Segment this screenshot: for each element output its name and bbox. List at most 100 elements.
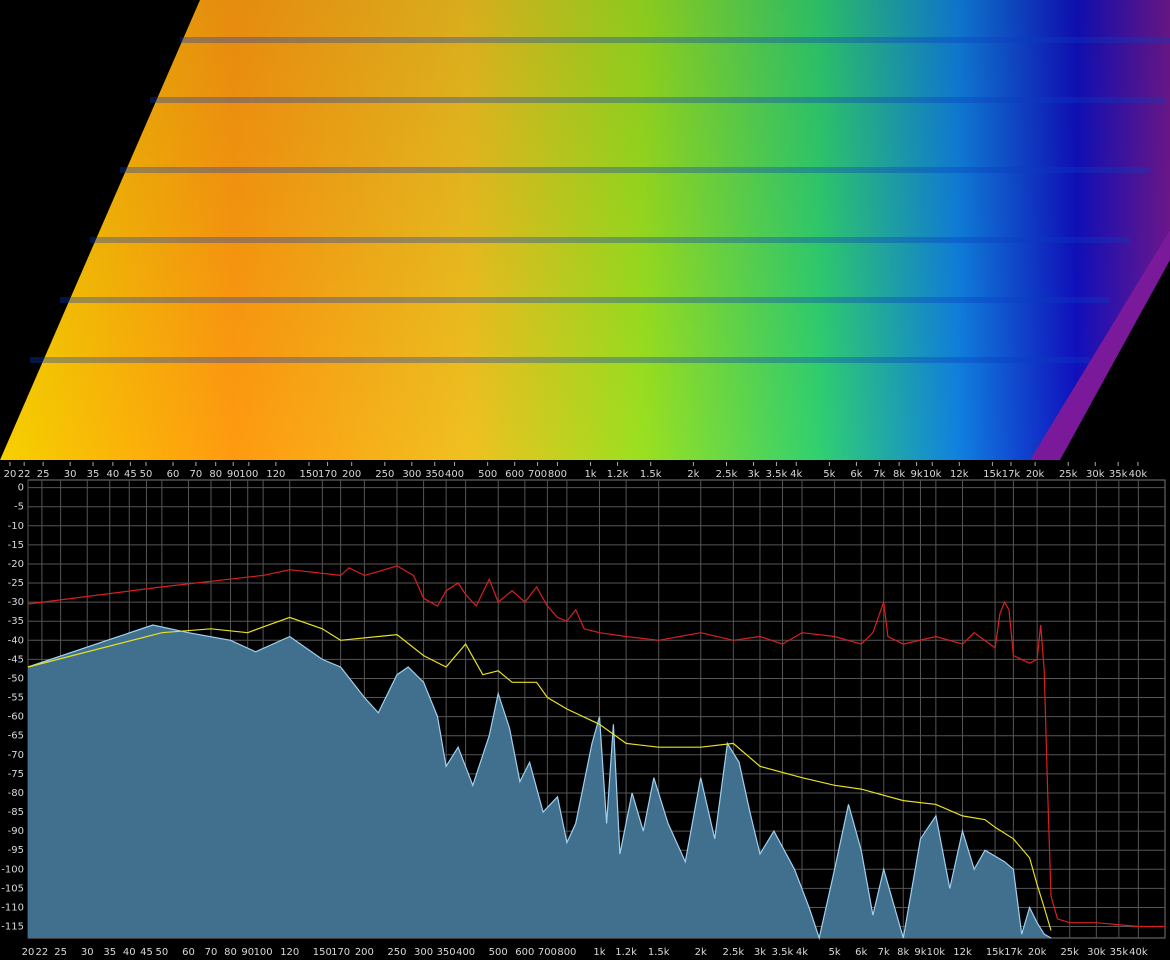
x-tick-label: 1.2k (607, 469, 629, 480)
x-tick-label: 30 (81, 947, 94, 958)
x-tick-label: 600 (515, 947, 534, 958)
x-tick-label: 20 (22, 947, 35, 958)
y-tick-label: -35 (8, 616, 24, 627)
x-tick-label: 800 (548, 469, 567, 480)
x-tick-label: 250 (387, 947, 406, 958)
x-tick-label: 25k (1060, 947, 1079, 958)
x-tick-label: 25 (54, 947, 67, 958)
x-tick-label: 40k (1129, 947, 1148, 958)
x-tick-label: 700 (538, 947, 557, 958)
x-tick-label: 60 (167, 469, 180, 480)
x-tick-label: 3.5k (766, 469, 788, 480)
x-tick-label: 3k (754, 947, 766, 958)
x-tick-label: 80 (209, 469, 222, 480)
x-tick-label: 5k (829, 947, 841, 958)
x-tick-label: 3.5k (772, 947, 794, 958)
x-tick-label: 9k (914, 947, 926, 958)
x-tick-label: 90 (227, 469, 240, 480)
x-tick-label: 100 (239, 469, 258, 480)
x-tick-label: 15k (983, 469, 1002, 480)
x-tick-label: 9k (911, 469, 923, 480)
x-tick-label: 17k (1004, 947, 1023, 958)
x-tick-label: 12k (950, 469, 969, 480)
y-tick-label: -75 (8, 769, 24, 780)
x-tick-label: 20 (4, 469, 17, 480)
x-tick-label: 7k (878, 947, 890, 958)
top-axis-strip (0, 462, 1170, 480)
axes: 20 22 25 30 35 40 45 50 60 70 80 90 100 120 150 170 200 2… (1, 483, 1148, 958)
x-tick-label: 35k (1110, 947, 1129, 958)
x-tick-label: 150 (313, 947, 332, 958)
spectrum-line (27, 616, 1052, 931)
y-tick-label: -45 (8, 654, 24, 665)
x-tick-label: 12k (953, 947, 972, 958)
x-tick-label: 400 (445, 469, 464, 480)
x-tick-label: 2k (695, 947, 707, 958)
x-tick-label: 35 (103, 947, 116, 958)
x-tick-label: 4k (790, 469, 802, 480)
x-tick-label: 350 (425, 469, 444, 480)
x-tick-label: 45 (124, 469, 137, 480)
x-tick-label: 6k (855, 947, 867, 958)
x-tick-label: 100 (254, 947, 273, 958)
y-tick-label: -10 (8, 521, 24, 532)
x-tick-label: 170 (318, 469, 337, 480)
x-tick-label: 30k (1087, 947, 1106, 958)
x-tick-label: 120 (266, 469, 285, 480)
x-tick-label: 22 (36, 947, 49, 958)
y-tick-label: -55 (8, 693, 24, 704)
y-tick-label: -30 (8, 597, 24, 608)
y-tick-label: -15 (8, 540, 24, 551)
x-tick-label: 200 (355, 947, 374, 958)
y-tick-label: -70 (8, 750, 24, 761)
y-tick-label: -85 (8, 807, 24, 818)
x-tick-label: 40 (106, 469, 119, 480)
x-tick-label: 25 (37, 469, 50, 480)
x-tick-label: 170 (331, 947, 350, 958)
x-tick-label: 2.5k (716, 469, 738, 480)
x-tick-label: 4k (796, 947, 808, 958)
x-tick-label: 40 (123, 947, 136, 958)
x-tick-label: 70 (190, 469, 203, 480)
x-tick-label: 35k (1109, 469, 1128, 480)
y-tick-label: -100 (1, 864, 24, 875)
x-tick-label: 22 (18, 469, 31, 480)
x-tick-label: 300 (402, 469, 421, 480)
top-x-axis: 20 22 25 30 35 40 45 50 60 70 80 90 100 120 150 170 200 2… (4, 462, 1148, 480)
x-tick-label: 20k (1026, 469, 1045, 480)
waterfall (0, 0, 1170, 460)
x-tick-label: 2.5k (722, 947, 744, 958)
x-tick-label: 6k (850, 469, 862, 480)
spectrum-area (28, 625, 1051, 938)
x-tick-label: 50 (140, 469, 153, 480)
x-tick-label: 30 (64, 469, 77, 480)
x-tick-label: 10k (927, 947, 946, 958)
x-tick-label: 5k (823, 469, 835, 480)
x-tick-label: 1k (593, 947, 605, 958)
x-tick-label: 45 (140, 947, 153, 958)
x-tick-label: 3k (747, 469, 759, 480)
x-tick-label: 15k (986, 947, 1005, 958)
x-tick-label: 2k (687, 469, 699, 480)
x-tick-label: 300 (414, 947, 433, 958)
x-tick-label: 40k (1129, 469, 1148, 480)
x-tick-label: 80 (224, 947, 237, 958)
y-tick-label: -90 (8, 826, 24, 837)
y-tick-label: -60 (8, 712, 24, 723)
y-tick-label: -95 (8, 845, 24, 856)
y-tick-label: -20 (8, 559, 24, 570)
x-tick-label: 20k (1028, 947, 1047, 958)
x-tick-label: 1.5k (648, 947, 670, 958)
x-tick-label: 25k (1059, 469, 1078, 480)
spectrum-line (27, 565, 1165, 928)
x-tick-label: 120 (280, 947, 299, 958)
spectrum-line (27, 624, 1052, 941)
x-tick-label: 60 (182, 947, 195, 958)
x-tick-label: 17k (1002, 469, 1021, 480)
y-tick-label: -115 (1, 922, 24, 933)
x-tick-label: 10k (923, 469, 942, 480)
y-tick-label: -110 (1, 902, 24, 913)
x-tick-label: 700 (528, 469, 547, 480)
x-tick-label: 250 (375, 469, 394, 480)
